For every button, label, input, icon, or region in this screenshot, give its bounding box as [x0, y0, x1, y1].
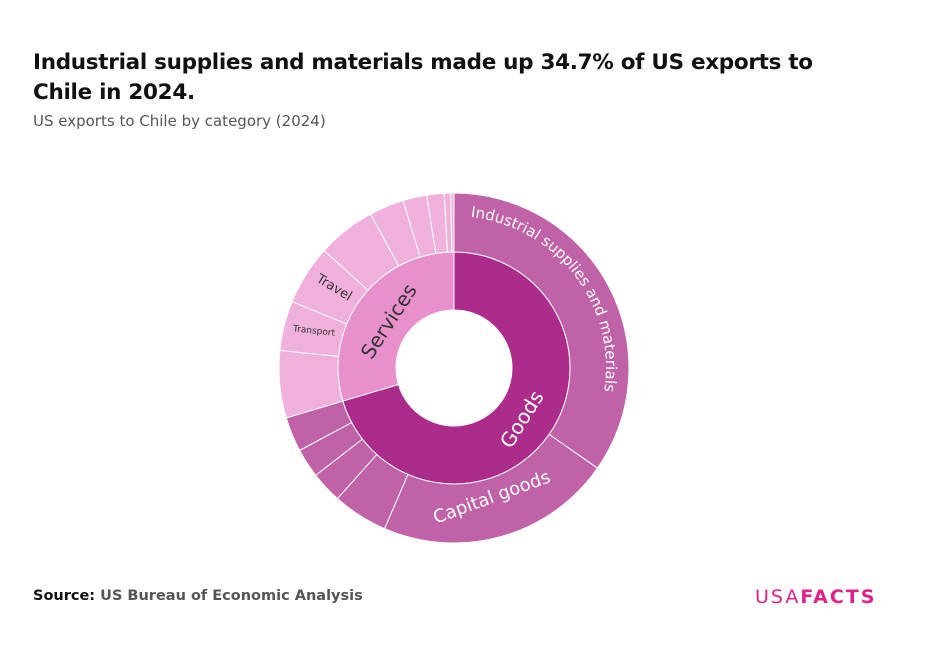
- source-note: Source: US Bureau of Economic Analysis: [33, 588, 363, 604]
- usafacts-logo: USAFACTS: [755, 586, 876, 608]
- chart-title: Industrial supplies and materials made u…: [33, 50, 813, 105]
- logo-part1: USA: [755, 586, 801, 608]
- source-text: US Bureau of Economic Analysis: [100, 588, 363, 604]
- label-transport: Transport: [291, 324, 336, 339]
- source-label: Source:: [33, 588, 96, 604]
- outer-segment-14: [450, 192, 455, 253]
- logo-part2: FACTS: [800, 586, 877, 608]
- chart-subtitle: US exports to Chile by category (2024): [33, 112, 326, 130]
- outer-segment-0: [453, 192, 630, 469]
